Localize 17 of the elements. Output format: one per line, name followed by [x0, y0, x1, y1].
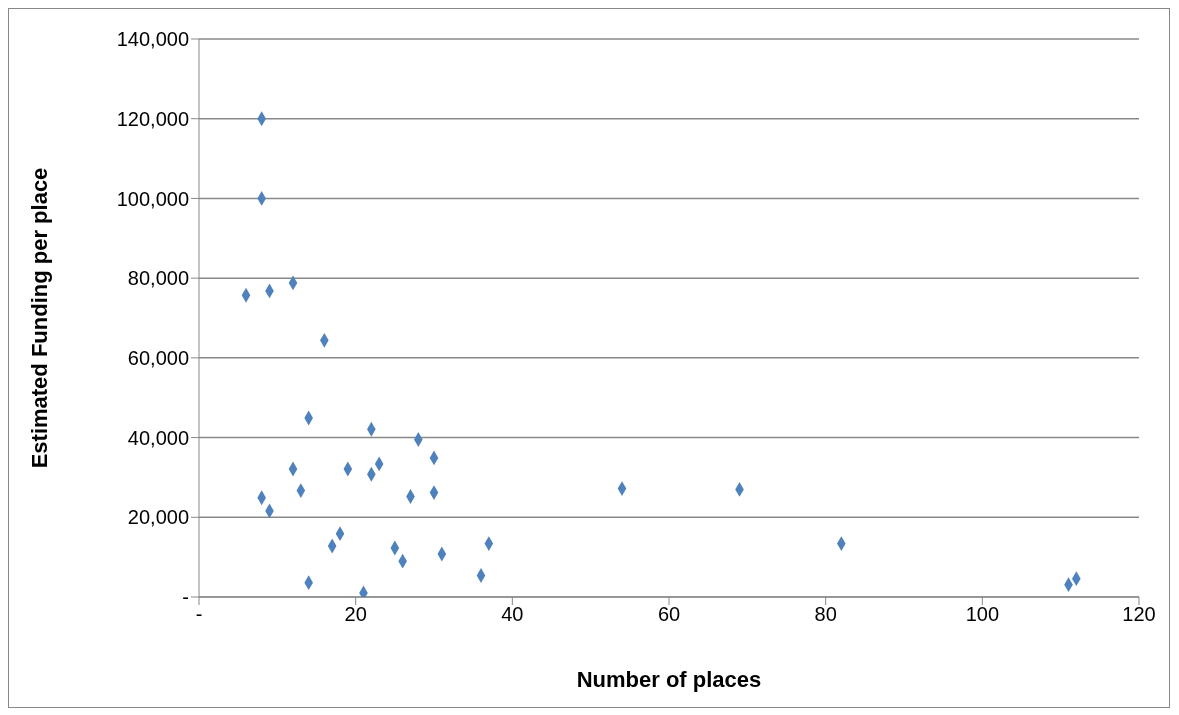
x-tick-label: 60 — [657, 603, 681, 626]
y-tick-label: 120,000 — [116, 107, 189, 130]
x-tick-label: 40 — [501, 603, 524, 626]
y-tick-label: - — [182, 586, 189, 609]
y-tick-label: 140,000 — [116, 28, 189, 51]
y-tick-label: 40,000 — [127, 426, 189, 449]
y-tick-label: 100,000 — [116, 187, 189, 210]
x-tick-label: 80 — [814, 603, 837, 626]
y-tick-label: 60,000 — [127, 346, 189, 369]
y-axis-title: Estimated Funding per place — [26, 167, 52, 469]
y-tick-label: 20,000 — [127, 506, 189, 529]
x-tick-label: - — [195, 603, 203, 626]
x-tick-label: 100 — [965, 603, 1000, 626]
x-axis-title: Number of places — [576, 667, 762, 692]
x-tick-label: 20 — [344, 603, 367, 626]
y-tick-label: 80,000 — [127, 267, 189, 290]
x-tick-label: 120 — [1122, 603, 1156, 626]
